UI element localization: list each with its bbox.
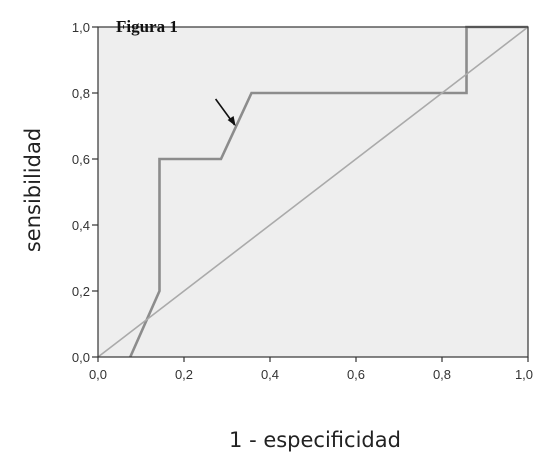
y-tick-label: 1,0: [72, 20, 90, 35]
y-tick-label: 0,0: [72, 350, 90, 365]
roc-curve-line: [129, 25, 528, 358]
chart-title: Figura 1: [116, 17, 178, 36]
x-tick-label: 0,0: [89, 367, 107, 382]
ticks-layer: 0,0 0,2 0,4 0,6 0,8 1,0 0,0 0,2 0,4 0,6 0,8 1,0: [72, 20, 533, 382]
x-tick-label: 0,2: [175, 367, 193, 382]
annotation-layer: [214, 98, 236, 126]
y-axis-label: sensibilidad: [21, 128, 45, 252]
x-tick-label: 0,6: [347, 367, 365, 382]
y-tick-label: 0,6: [72, 152, 90, 167]
y-tick-label: 0,8: [72, 86, 90, 101]
series-layer: [97, 25, 529, 358]
x-tick-label: 1,0: [515, 367, 533, 382]
y-tick-label: 0,4: [72, 218, 90, 233]
plot-frame: [97, 26, 529, 358]
y-tick-label: 0,2: [72, 284, 90, 299]
x-tick-label: 0,4: [261, 367, 279, 382]
x-axis-label: 1 - especificidad: [229, 428, 401, 452]
x-tick-label: 0,8: [433, 367, 451, 382]
reference-diagonal-line: [97, 26, 529, 358]
annotation-arrow: [214, 98, 236, 126]
